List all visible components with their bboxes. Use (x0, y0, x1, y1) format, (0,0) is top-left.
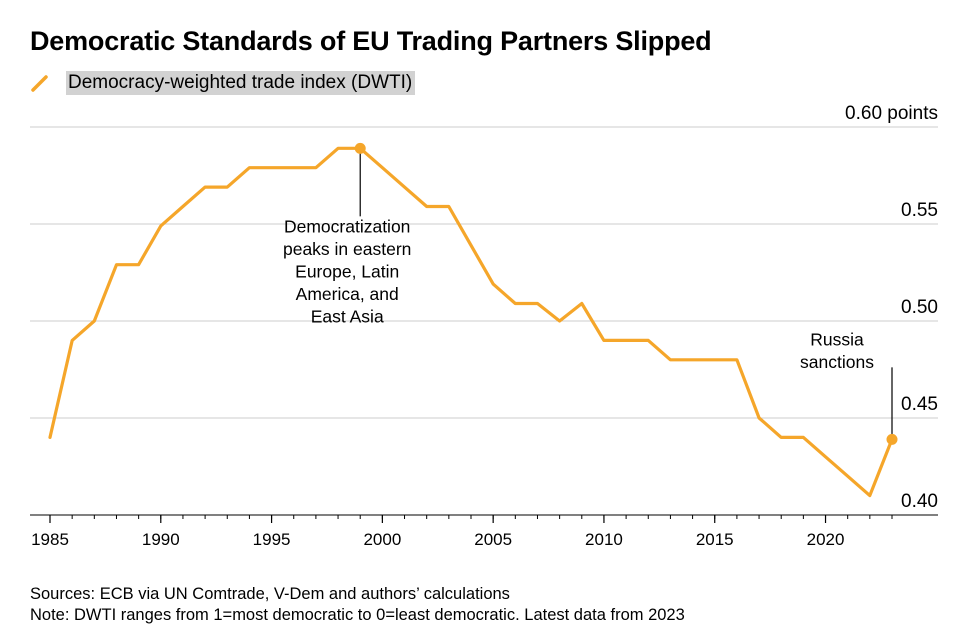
range-note: Note: DWTI ranges from 1=most democratic… (30, 606, 685, 624)
x-tick-label: 2015 (696, 530, 734, 549)
y-tick-label: 0.50 (901, 297, 938, 318)
annotation-line: America, and (296, 284, 399, 304)
x-tick-label: 2010 (585, 530, 623, 549)
annotation-line: East Asia (311, 306, 384, 326)
sources-note: Sources: ECB via UN Comtrade, V-Dem and … (30, 585, 510, 603)
line-chart: 0.60 points 0.55 0.50 0.45 0.40 1985 1990 1995… (30, 103, 938, 549)
annotations: Democratization peaks in eastern Europe, L… (283, 142, 898, 445)
x-tick-label: 1990 (142, 530, 180, 549)
annotation-peak-label: Democratization peaks in eastern Europe, L… (283, 216, 411, 326)
annotation-line: sanctions (800, 352, 874, 372)
x-tick-label: 2000 (363, 530, 401, 549)
x-tick-label: 1995 (253, 530, 291, 549)
annotation-line: Democratization (284, 216, 410, 236)
legend-label: Democracy-weighted trade index (DWTI) (66, 71, 416, 95)
annotation-line: Europe, Latin (295, 261, 399, 281)
y-axis-ticks: 0.60 points 0.55 0.50 0.45 0.40 (845, 103, 938, 512)
y-tick-label: 0.40 (901, 491, 938, 512)
x-axis: 1985 1990 1995 2000 2005 2010 2015 2020 (30, 514, 938, 549)
gridlines (30, 126, 938, 419)
footer: Sources: ECB via UN Comtrade, V-Dem and … (30, 584, 685, 626)
y-tick-label: 0.45 (901, 394, 938, 415)
x-tick-label: 2005 (474, 530, 512, 549)
series-line (48, 146, 894, 498)
y-tick-label: 0.60 points (845, 103, 938, 124)
series-layer (48, 146, 894, 498)
y-tick-label: 0.55 (901, 200, 938, 221)
chart-title: Democratic Standards of EU Trading Partn… (30, 26, 712, 56)
annotation-marker (886, 433, 898, 445)
annotation-line: Russia (810, 329, 864, 349)
x-tick-label: 1985 (31, 530, 69, 549)
x-tick-label: 2020 (807, 530, 845, 549)
annotation-line: peaks in eastern (283, 239, 411, 259)
legend: Democracy-weighted trade index (DWTI) (30, 70, 416, 96)
annotation-sanctions-label: Russia sanctions (800, 329, 874, 372)
annotation-marker (354, 142, 366, 154)
legend-line-icon (31, 75, 48, 92)
